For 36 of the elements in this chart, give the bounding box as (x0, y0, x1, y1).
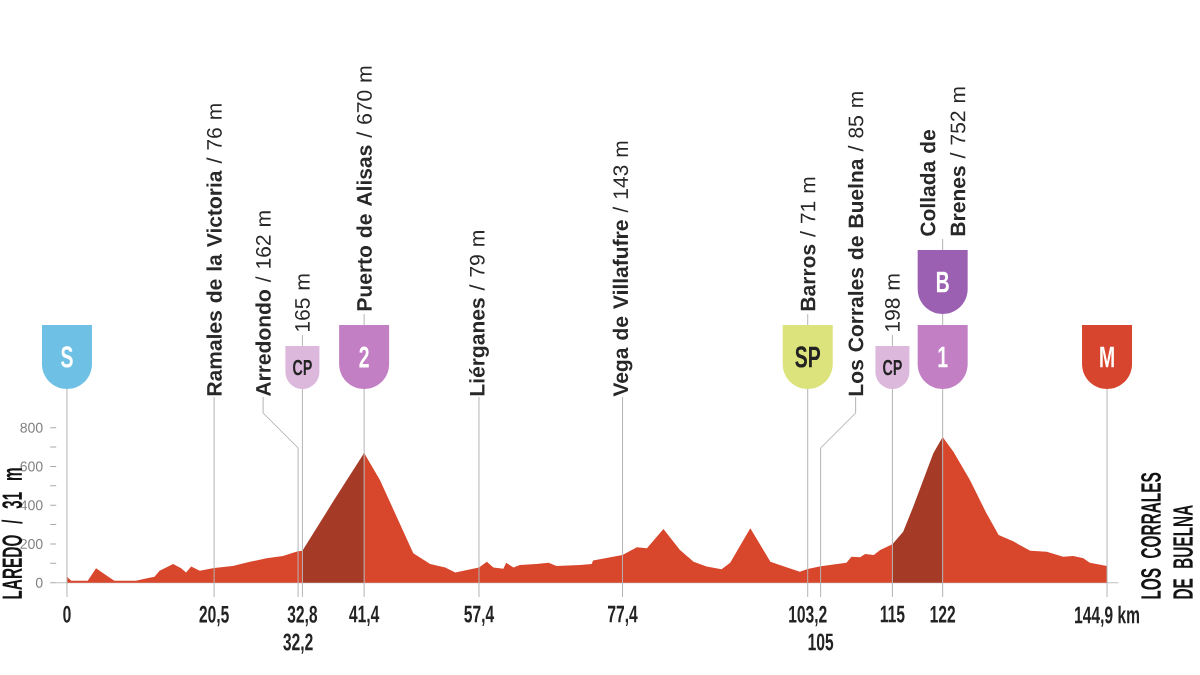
text: LAREDO / 31 m (1, 468, 23, 599)
ref-line-label: Puerto de Alisas / 670 m (356, 66, 372, 311)
ref-line-label: Liérganes / 79 m (469, 231, 489, 396)
x-tick-label: 20,5 (199, 605, 229, 627)
x-tick-label: 103,2 (789, 605, 827, 627)
ref-line-label: Vega de Villafufre / 143 m (612, 141, 633, 397)
text: SP (795, 346, 821, 368)
x-tick-label: 122 (930, 605, 956, 623)
ref-line-label: 198 m (884, 274, 900, 331)
ref-line-label: 165 m (294, 274, 310, 331)
annotation: 105 (808, 633, 834, 651)
ref-line-label: Ramales de la Victoria / 76 m (206, 104, 222, 396)
text: LOS CORRALES DE BUELNA (1141, 472, 1193, 599)
x-tick-label: 57,4 (464, 605, 495, 626)
text: CP (883, 359, 902, 376)
text: 2 (359, 346, 369, 368)
y-tick-label: 800 (20, 422, 43, 433)
text: 1 (938, 346, 948, 368)
y-tick-label: 200 (20, 539, 43, 549)
x-tick-label: 144,9 km (1075, 605, 1139, 627)
x-tick-label: 32,8 (287, 605, 318, 627)
ref-line-label: Arredondo / 162 m (255, 211, 271, 397)
text: B (936, 271, 949, 293)
ref-line-label: Los Corrales de Buelna / 85 m (847, 92, 864, 396)
text: S (61, 346, 73, 368)
y-tick-label: 0 (35, 577, 43, 588)
x-tick-label: 0 (63, 605, 71, 623)
annotation: 32,2 (283, 633, 313, 654)
y-tick-label: 400 (20, 500, 43, 511)
x-tick-label: 41,4 (349, 605, 380, 626)
y-tick-label: 600 (20, 461, 43, 472)
ref-line-label: Barros / 71 m (800, 177, 816, 311)
x-tick-label: 115 (880, 605, 905, 623)
x-tick-label: 77,4 (608, 605, 638, 626)
text: CP (293, 359, 312, 376)
text: M (1100, 346, 1114, 368)
